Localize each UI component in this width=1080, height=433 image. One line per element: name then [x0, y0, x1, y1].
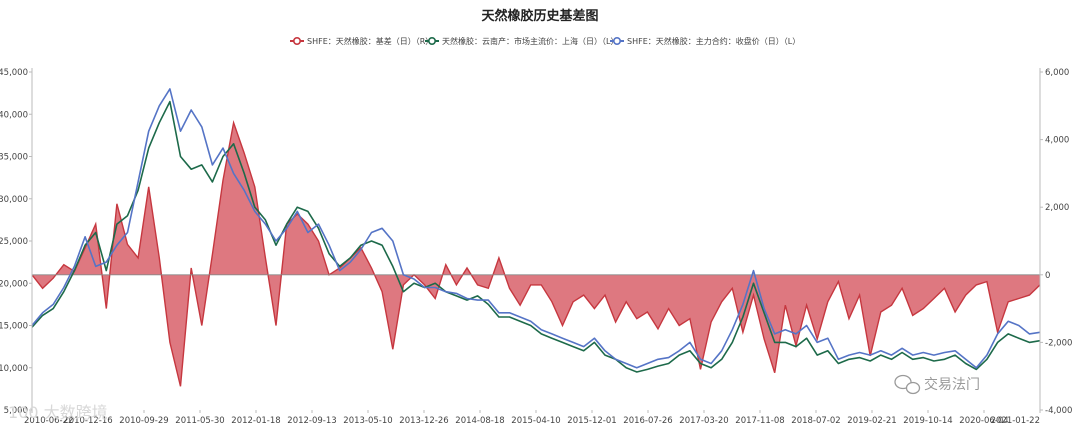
watermark-left-text: 100 大数跨境: [8, 403, 108, 422]
right-tick-label: 2,000: [1045, 203, 1069, 213]
line-layer: [31, 88, 1041, 373]
x-tick-label: 2012-09-13: [287, 416, 336, 426]
right-tick-label: -2,000: [1045, 338, 1072, 348]
x-tick-label: 2021-01-22: [991, 416, 1040, 426]
x-tick-label: 2019-02-21: [847, 416, 896, 426]
x-tick-label: 2015-04-10: [511, 416, 560, 426]
left-tick-label: 40,000: [0, 110, 28, 120]
right-y-axis: 6,000 4,000 2,000 0 -2,000 -4,000: [1039, 68, 1072, 416]
x-tick-label: 2014-08-18: [455, 416, 504, 426]
legend-swatch-marker: [427, 36, 436, 45]
left-tick-label: 5,000: [4, 406, 28, 416]
x-tick-label: 2016-07-26: [623, 416, 672, 426]
watermark-right: 交易法门: [894, 374, 980, 395]
left-y-axis: 45,000 40,000 35,000 30,000 25,000 20,000 15,0…: [0, 68, 33, 416]
left-tick-label: 20,000: [0, 279, 28, 289]
series-line-futures: [31, 88, 1041, 369]
x-tick-label: 2018-07-02: [791, 416, 840, 426]
chart-title: 天然橡胶历史基差图: [481, 8, 598, 24]
right-tick-label: -4,000: [1045, 406, 1072, 416]
x-tick-label: 2017-11-08: [735, 416, 784, 426]
legend-swatch-marker: [292, 36, 301, 45]
legend-label: 天然橡胶：云南产：市场主流价：上海（日）（L）: [442, 36, 618, 46]
x-tick-label: 2015-12-01: [567, 416, 616, 426]
left-tick-label: 45,000: [0, 68, 28, 78]
legend-swatch-marker: [612, 36, 621, 45]
x-tick-label: 2010-12-16: [63, 416, 112, 426]
series-line-yunnan: [31, 100, 1041, 373]
x-tick-label: 2013-05-10: [343, 416, 392, 426]
right-tick-label: 6,000: [1045, 68, 1069, 78]
left-tick-label: 15,000: [0, 322, 28, 332]
legend-item[interactable]: 天然橡胶：云南产：市场主流价：上海（日）（L）: [425, 36, 618, 46]
left-tick-label: 25,000: [0, 237, 28, 247]
wechat-icon: [894, 374, 921, 395]
left-tick-label: 35,000: [0, 153, 28, 163]
legend[interactable]: SHFE：天然橡胶：基差（日）（R） 天然橡胶：云南产：市场主流价：上海（日）（L…: [290, 36, 800, 46]
x-tick-label: 2010-06-22: [24, 416, 73, 426]
left-tick-label: 10,000: [0, 364, 28, 374]
x-tick-label: 2017-03-20: [679, 416, 728, 426]
x-tick-label: 2010-09-29: [119, 416, 168, 426]
x-tick-label: 2013-12-26: [399, 416, 448, 426]
watermark-right-text: 交易法门: [924, 376, 980, 393]
x-tick-label: 2012-01-18: [231, 416, 280, 426]
series-area-basis: [32, 122, 1040, 387]
x-tick-label: 2020-06-04: [959, 416, 1008, 426]
x-tick-label: 2019-10-14: [903, 416, 952, 426]
legend-label: SHFE：天然橡胶：基差（日）（R）: [307, 36, 433, 46]
right-tick-label: 0: [1045, 271, 1050, 281]
left-tick-label: 30,000: [0, 195, 28, 205]
legend-item[interactable]: SHFE：天然橡胶：基差（日）（R）: [290, 36, 433, 46]
plot-area: [31, 88, 1041, 387]
series-line-basis: [31, 119, 1041, 387]
legend-label: SHFE：天然橡胶：主力合约：收盘价（日）（L）: [627, 36, 800, 46]
basis-area-layer: [31, 119, 1041, 387]
legend-item[interactable]: SHFE：天然橡胶：主力合约：收盘价（日）（L）: [610, 36, 800, 46]
right-tick-label: 4,000: [1045, 136, 1069, 146]
x-tick-label: 2011-05-30: [175, 416, 224, 426]
